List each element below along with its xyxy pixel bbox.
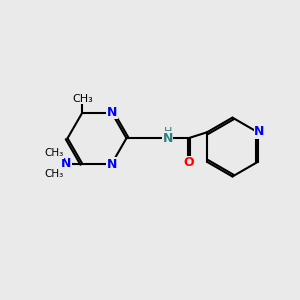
Text: N: N (107, 158, 117, 171)
Text: N: N (163, 132, 173, 145)
Text: N: N (61, 157, 71, 170)
Text: O: O (183, 157, 194, 169)
Text: H: H (164, 127, 172, 137)
Text: CH₃: CH₃ (72, 94, 93, 104)
Text: N: N (254, 125, 265, 138)
Text: CH₃: CH₃ (44, 148, 63, 158)
Text: N: N (107, 106, 117, 118)
Text: CH₃: CH₃ (44, 169, 63, 179)
